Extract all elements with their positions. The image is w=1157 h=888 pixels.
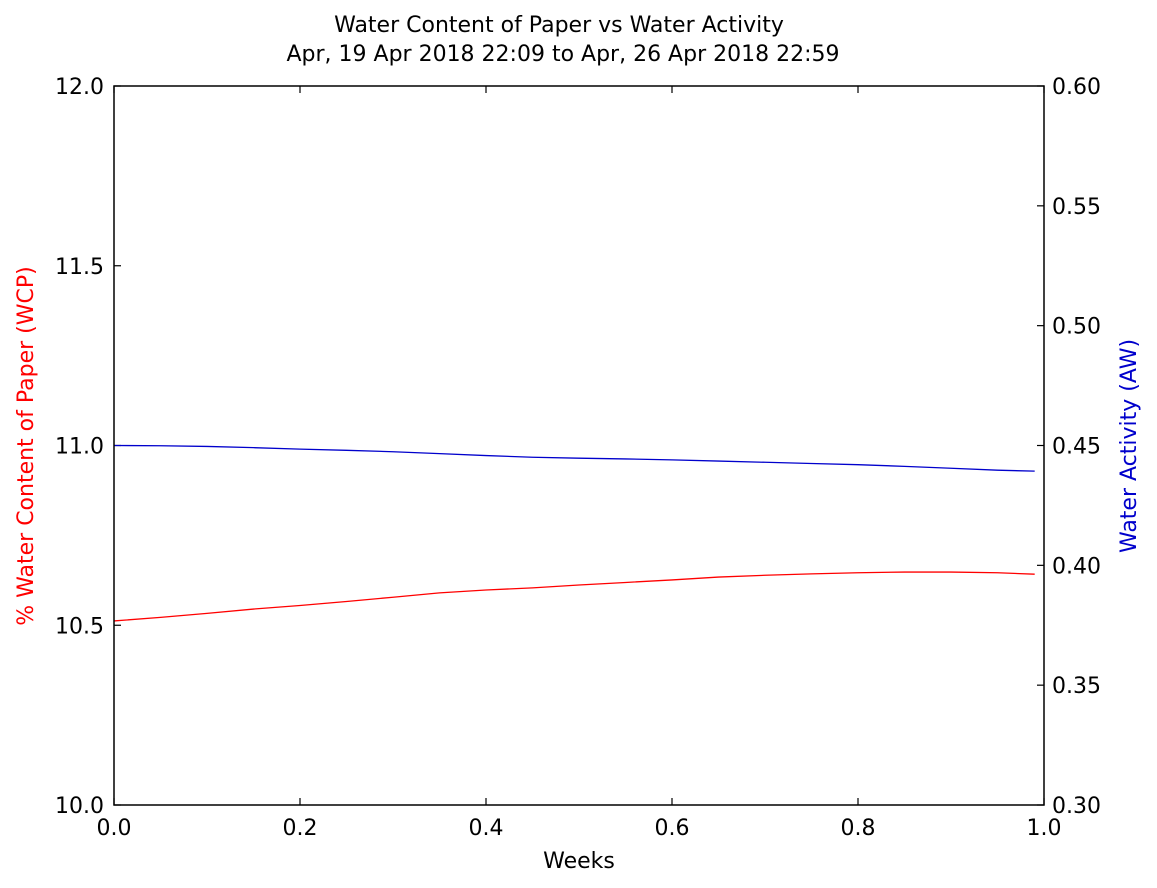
y-right-tick-label-4: 0.50 <box>1052 315 1101 340</box>
water-activity-line <box>113 444 1035 472</box>
y-left-tick-label-0: 10.0 <box>55 794 104 819</box>
x-tick-label-1: 0.2 <box>283 816 318 841</box>
y-right-tick-label-1: 0.35 <box>1052 674 1101 699</box>
x-tick-label-5: 1.0 <box>1027 816 1062 841</box>
y-left-tick-label-1: 10.5 <box>55 614 104 639</box>
plot-frame <box>113 85 1045 806</box>
y-right-tick-label-2: 0.40 <box>1052 554 1101 579</box>
chart-subtitle: Apr, 19 Apr 2018 22:09 to Apr, 26 Apr 20… <box>286 42 839 67</box>
y-right-tick-label-0: 0.30 <box>1052 794 1101 819</box>
chart-title: Water Content of Paper vs Water Activity <box>334 13 784 38</box>
y-left-tick-label-4: 12.0 <box>55 75 104 100</box>
y-right-tick-label-6: 0.60 <box>1052 75 1101 100</box>
x-tick-label-0: 0.0 <box>97 816 132 841</box>
water-content-line <box>113 571 1035 622</box>
y-left-tick-label-2: 11.0 <box>55 435 104 460</box>
plot-area: 0.0 0.2 0.4 0.6 0.8 1.0 10.0 10.5 11.0 11.5 12.0 0.… <box>55 75 1101 841</box>
y-axis-right-label: Water Activity (AW) <box>1117 339 1142 553</box>
x-axis-label: Weeks <box>543 849 615 874</box>
y-right-tick-label-5: 0.55 <box>1052 195 1101 220</box>
y-right-tick-label-3: 0.45 <box>1052 435 1101 460</box>
y-axis-left-label: % Water Content of Paper (WCP) <box>14 266 39 625</box>
x-tick-label-3: 0.6 <box>655 816 690 841</box>
y-left-tick-label-3: 11.5 <box>55 255 104 280</box>
x-tick-label-4: 0.8 <box>841 816 876 841</box>
x-tick-label-2: 0.4 <box>469 816 504 841</box>
